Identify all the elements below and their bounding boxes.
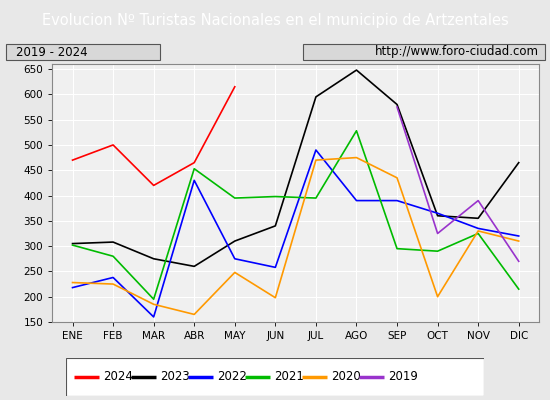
2020 bbox=[110, 282, 117, 286]
2023 bbox=[434, 213, 441, 218]
2020 bbox=[69, 280, 76, 285]
2022 bbox=[191, 178, 197, 183]
Text: 2024: 2024 bbox=[103, 370, 134, 384]
2022 bbox=[475, 226, 481, 231]
2020 bbox=[434, 294, 441, 299]
2022 bbox=[232, 256, 238, 261]
2020 bbox=[394, 176, 400, 180]
2022 bbox=[272, 265, 279, 270]
2024 bbox=[150, 183, 157, 188]
2021 bbox=[232, 196, 238, 200]
Line: 2024: 2024 bbox=[73, 87, 235, 186]
2023 bbox=[515, 160, 522, 165]
Text: 2019 - 2024: 2019 - 2024 bbox=[16, 46, 88, 58]
2024 bbox=[232, 84, 238, 89]
2023 bbox=[353, 68, 360, 72]
2019 bbox=[434, 231, 441, 236]
2024 bbox=[110, 142, 117, 147]
2019 bbox=[394, 104, 400, 109]
Line: 2023: 2023 bbox=[73, 70, 519, 266]
2023 bbox=[110, 240, 117, 244]
2023 bbox=[232, 239, 238, 244]
2021 bbox=[191, 166, 197, 171]
Text: 2023: 2023 bbox=[161, 370, 190, 384]
2020 bbox=[515, 239, 522, 244]
2024 bbox=[191, 160, 197, 165]
2020 bbox=[312, 158, 319, 162]
2022 bbox=[69, 285, 76, 290]
2020 bbox=[191, 312, 197, 317]
2019 bbox=[515, 259, 522, 264]
2021 bbox=[110, 254, 117, 259]
2021 bbox=[272, 194, 279, 199]
Text: 2020: 2020 bbox=[331, 370, 361, 384]
2023 bbox=[191, 264, 197, 269]
2022 bbox=[515, 234, 522, 238]
2021 bbox=[475, 231, 481, 236]
Line: 2022: 2022 bbox=[73, 150, 519, 317]
2021 bbox=[353, 128, 360, 133]
2023 bbox=[150, 256, 157, 261]
2022 bbox=[110, 275, 117, 280]
2023 bbox=[475, 216, 481, 221]
2024 bbox=[69, 158, 76, 162]
2020 bbox=[150, 302, 157, 307]
2022 bbox=[150, 314, 157, 319]
2019 bbox=[475, 198, 481, 203]
2022 bbox=[312, 148, 319, 152]
Text: 2021: 2021 bbox=[274, 370, 304, 384]
Text: 2022: 2022 bbox=[217, 370, 247, 384]
Line: 2021: 2021 bbox=[73, 131, 519, 299]
2023 bbox=[69, 241, 76, 246]
Line: 2020: 2020 bbox=[73, 158, 519, 314]
FancyBboxPatch shape bbox=[66, 358, 484, 396]
2021 bbox=[515, 287, 522, 292]
2020 bbox=[232, 270, 238, 275]
2023 bbox=[394, 102, 400, 107]
2021 bbox=[434, 249, 441, 254]
Text: http://www.foro-ciudad.com: http://www.foro-ciudad.com bbox=[375, 46, 539, 58]
Line: 2019: 2019 bbox=[397, 107, 519, 261]
2022 bbox=[353, 198, 360, 203]
2023 bbox=[272, 224, 279, 228]
2023 bbox=[312, 94, 319, 99]
2020 bbox=[353, 155, 360, 160]
Text: 2019: 2019 bbox=[388, 370, 418, 384]
2020 bbox=[475, 228, 481, 233]
2021 bbox=[312, 196, 319, 200]
FancyBboxPatch shape bbox=[302, 44, 544, 60]
2021 bbox=[69, 243, 76, 248]
2020 bbox=[272, 295, 279, 300]
2021 bbox=[394, 246, 400, 251]
2022 bbox=[394, 198, 400, 203]
2022 bbox=[434, 211, 441, 216]
Text: Evolucion Nº Turistas Nacionales en el municipio de Artzentales: Evolucion Nº Turistas Nacionales en el m… bbox=[42, 14, 508, 28]
FancyBboxPatch shape bbox=[6, 44, 159, 60]
2021 bbox=[150, 297, 157, 302]
